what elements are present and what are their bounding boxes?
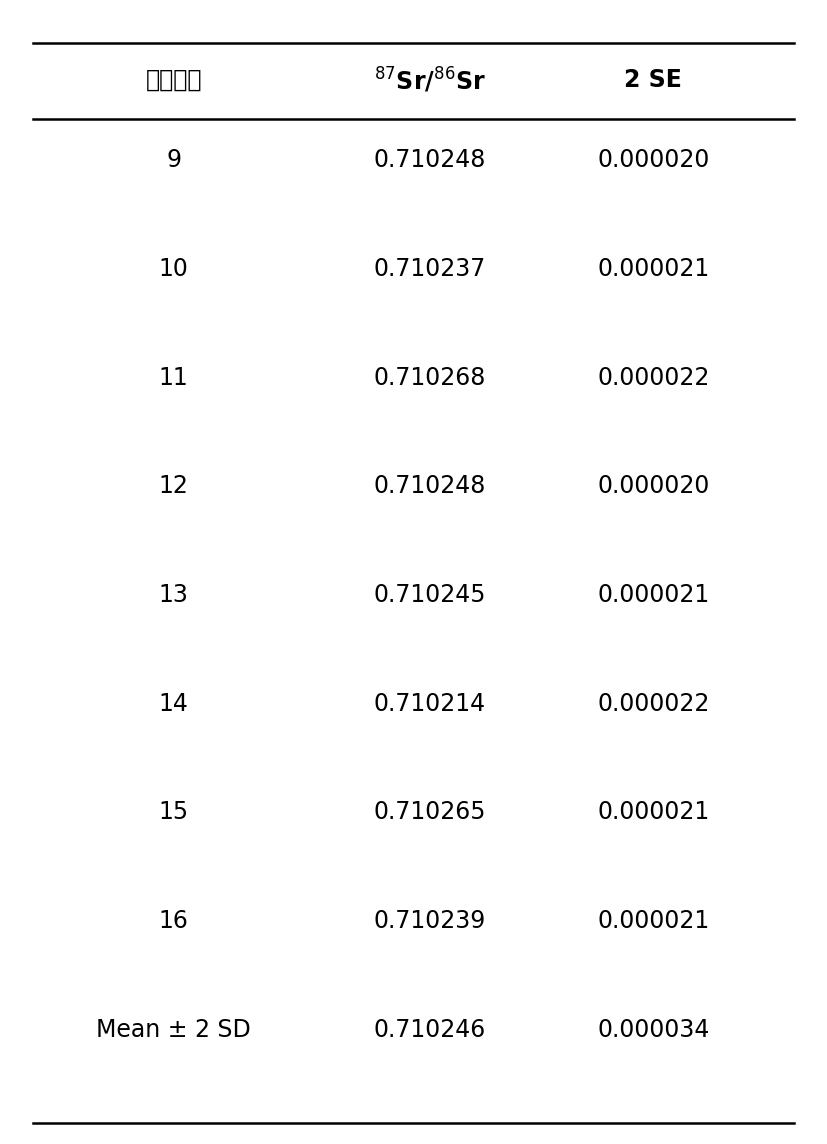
Text: 0.710245: 0.710245 xyxy=(374,583,486,606)
Text: 0.710268: 0.710268 xyxy=(374,366,486,389)
Text: 9: 9 xyxy=(166,149,181,172)
Text: 0.000022: 0.000022 xyxy=(597,692,710,715)
Text: 测试编号: 测试编号 xyxy=(146,69,202,92)
Text: 0.000021: 0.000021 xyxy=(597,801,710,824)
Text: 0.000021: 0.000021 xyxy=(597,257,710,280)
Text: 15: 15 xyxy=(159,801,189,824)
Text: 0.000020: 0.000020 xyxy=(597,149,710,172)
Text: 0.710239: 0.710239 xyxy=(374,909,486,932)
Text: 0.710237: 0.710237 xyxy=(374,257,486,280)
Text: 16: 16 xyxy=(159,909,189,932)
Text: 0.000034: 0.000034 xyxy=(597,1018,710,1041)
Text: 0.710246: 0.710246 xyxy=(374,1018,486,1041)
Text: 0.000021: 0.000021 xyxy=(597,909,710,932)
Text: 13: 13 xyxy=(159,583,189,606)
Text: 10: 10 xyxy=(159,257,189,280)
Text: $^{87}$Sr/$^{86}$Sr: $^{87}$Sr/$^{86}$Sr xyxy=(374,65,486,95)
Text: 0.710248: 0.710248 xyxy=(374,149,486,172)
Text: 0.000022: 0.000022 xyxy=(597,366,710,389)
Text: 11: 11 xyxy=(159,366,189,389)
Text: 0.710214: 0.710214 xyxy=(374,692,486,715)
Text: 12: 12 xyxy=(159,475,189,498)
Text: 0.000021: 0.000021 xyxy=(597,583,710,606)
Text: 2 SE: 2 SE xyxy=(624,69,682,92)
Text: 0.710265: 0.710265 xyxy=(374,801,486,824)
Text: 0.710248: 0.710248 xyxy=(374,475,486,498)
Text: Mean ± 2 SD: Mean ± 2 SD xyxy=(96,1018,251,1041)
Text: 14: 14 xyxy=(159,692,189,715)
Text: 0.000020: 0.000020 xyxy=(597,475,710,498)
